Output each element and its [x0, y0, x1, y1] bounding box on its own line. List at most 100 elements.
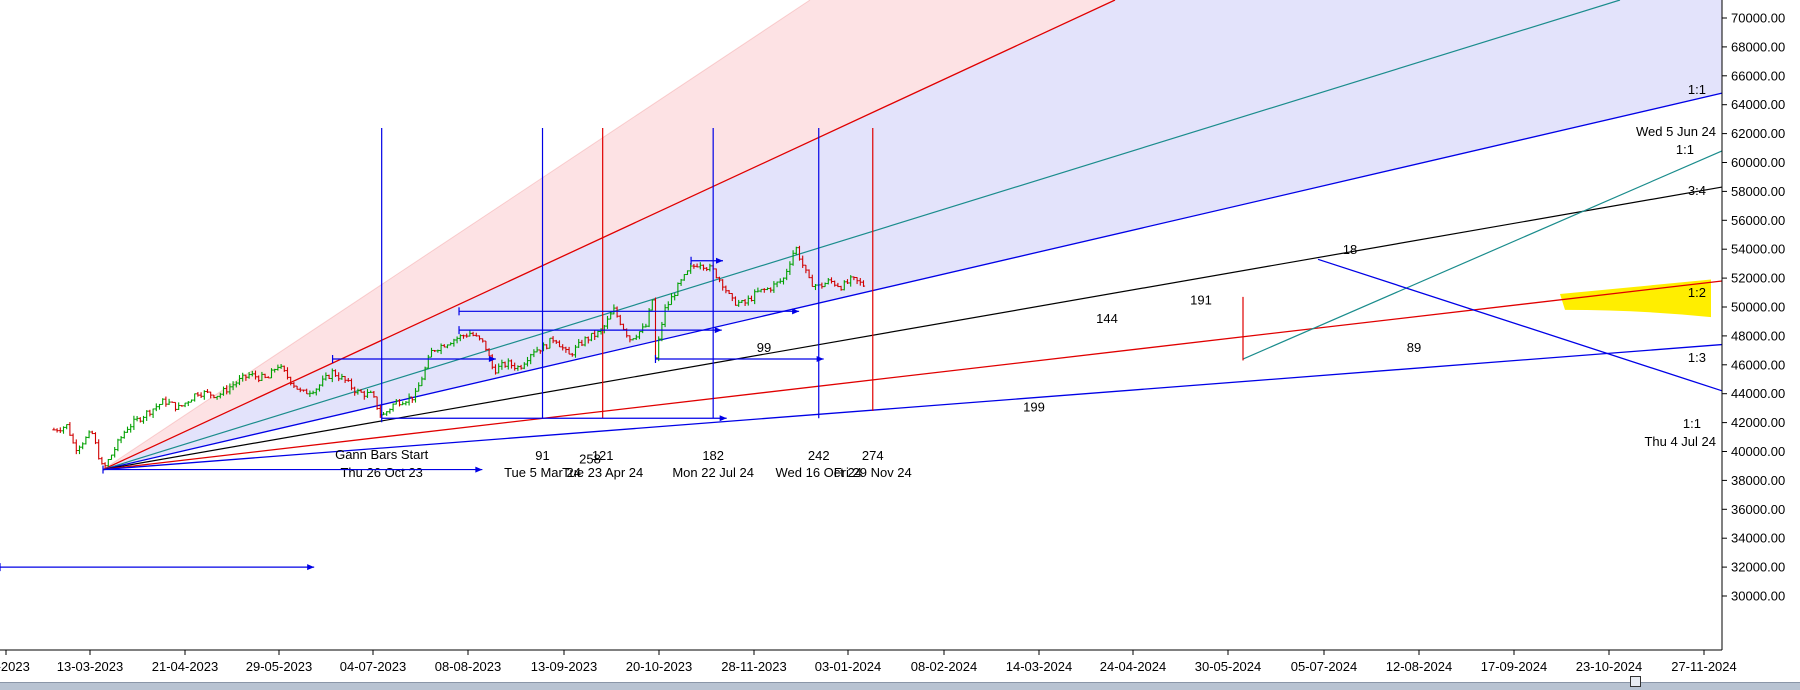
price-bar: [605, 315, 610, 329]
price-bar: [737, 299, 741, 307]
price-bar: [244, 374, 248, 381]
price-bar: [561, 344, 565, 351]
date-axis[interactable]: 02-2023 13-03-2023 21-04-2023 29-05-2023 04-…: [0, 649, 1737, 674]
x-axis-tick-label: 04-07-2023: [340, 659, 407, 674]
y-axis-tick-label: 48000.00: [1731, 328, 1785, 343]
price-bar: [65, 424, 69, 430]
price-bar: [327, 374, 331, 379]
horizontal-scrollbar[interactable]: [0, 682, 1800, 690]
y-axis-tick-label: 50000.00: [1731, 300, 1785, 315]
price-bar: [484, 340, 488, 352]
price-bar: [740, 299, 744, 304]
x-axis-tick-label: 29-05-2023: [246, 659, 313, 674]
arrow-head-icon: [488, 356, 496, 363]
price-bar: [829, 277, 834, 284]
price-bar: [407, 393, 411, 406]
price-bar: [103, 462, 107, 469]
price-bar: [109, 454, 114, 460]
price-bar: [666, 301, 670, 311]
cycle-start-label: Gann Bars Start: [335, 447, 429, 462]
cycle-date-label: Fri 29 Nov 24: [834, 465, 912, 480]
price-bar: [145, 410, 149, 421]
arrow-head-icon: [475, 466, 483, 473]
cycle-count-label: 121: [592, 448, 614, 463]
price-bar: [292, 382, 296, 389]
price-bar: [141, 415, 146, 424]
price-bar: [474, 332, 478, 337]
price-bar: [855, 276, 859, 285]
price-bar: [772, 281, 776, 293]
price-bar: [701, 264, 706, 271]
price-bar: [321, 375, 325, 387]
price-bar: [253, 370, 258, 380]
price-bar: [676, 282, 680, 296]
price-bar: [157, 403, 162, 410]
price-bar: [196, 392, 200, 397]
price-bar: [545, 344, 549, 350]
price-bar: [458, 334, 462, 342]
price-bar: [330, 368, 334, 383]
cycle-count-label: 91: [535, 448, 549, 463]
price-bar: [567, 346, 571, 355]
price-bar: [708, 263, 712, 272]
bar-count-arrow: 144: [458, 311, 1118, 335]
price-bar: [154, 403, 158, 412]
price-bar: [695, 263, 699, 268]
price-bar: [100, 456, 104, 465]
y-axis-tick-label: 36000.00: [1731, 502, 1785, 517]
price-bar: [225, 385, 229, 395]
bar-count-arrow: [0, 563, 315, 572]
price-bar: [385, 411, 389, 416]
price-bar: [730, 292, 734, 302]
price-bar: [733, 296, 738, 306]
price-bar: [266, 376, 270, 379]
price-bar: [391, 403, 395, 412]
cycle-count-label: 242: [808, 448, 830, 463]
price-bar: [113, 446, 117, 458]
price-bar: [202, 390, 206, 400]
price-bar: [61, 426, 66, 434]
price-bar: [228, 383, 232, 395]
price-bar: [84, 436, 88, 445]
price-bar: [417, 382, 421, 392]
price-bar: [394, 399, 398, 405]
price-bar: [423, 366, 427, 381]
price-bar: [842, 280, 846, 291]
price-bar: [349, 378, 354, 391]
price-bar: [122, 430, 126, 439]
scrollbar-thumb[interactable]: [1630, 676, 1641, 687]
price-bar: [621, 323, 626, 330]
price-bar: [833, 280, 837, 287]
price-bar: [756, 287, 760, 293]
x-axis-tick-label: 13-09-2023: [531, 659, 598, 674]
price-axis[interactable]: 30000.00 32000.00 34000.00 36000.00 38000.00…: [1721, 0, 1800, 650]
bar-count-arrow: 18: [690, 242, 1357, 265]
price-bar: [845, 279, 850, 284]
y-axis-tick-label: 64000.00: [1731, 97, 1785, 112]
bar-count-label: 144: [1096, 311, 1118, 326]
price-bar: [717, 276, 722, 283]
price-bar: [257, 375, 261, 383]
bar-count-arrow: 258: [102, 452, 601, 474]
bar-count-label: 18: [1343, 242, 1357, 257]
price-bar: [241, 372, 245, 382]
price-bar: [762, 288, 766, 293]
price-bar: [589, 332, 594, 342]
x-axis-tick-label: 12-08-2024: [1386, 659, 1453, 674]
bar-count-label: 99: [757, 340, 771, 355]
x-axis-tick-label: 28-11-2023: [721, 659, 787, 674]
price-bar: [346, 378, 350, 382]
price-bar: [362, 390, 366, 400]
price-bar: [279, 364, 283, 369]
annotation-layer: Gann Bars Start Thu 26 Oct 23 91 Tue 5 Mar …: [0, 82, 1716, 572]
y-axis-tick-label: 52000.00: [1731, 271, 1785, 286]
y-axis-tick-label: 32000.00: [1731, 560, 1785, 575]
price-bar: [749, 295, 754, 302]
price-bar: [439, 343, 443, 355]
price-bar: [356, 388, 360, 395]
price-bar: [337, 372, 341, 382]
price-bar: [170, 401, 174, 403]
price-bar: [161, 398, 165, 405]
fan-line-teal-upper: [102, 0, 1621, 471]
